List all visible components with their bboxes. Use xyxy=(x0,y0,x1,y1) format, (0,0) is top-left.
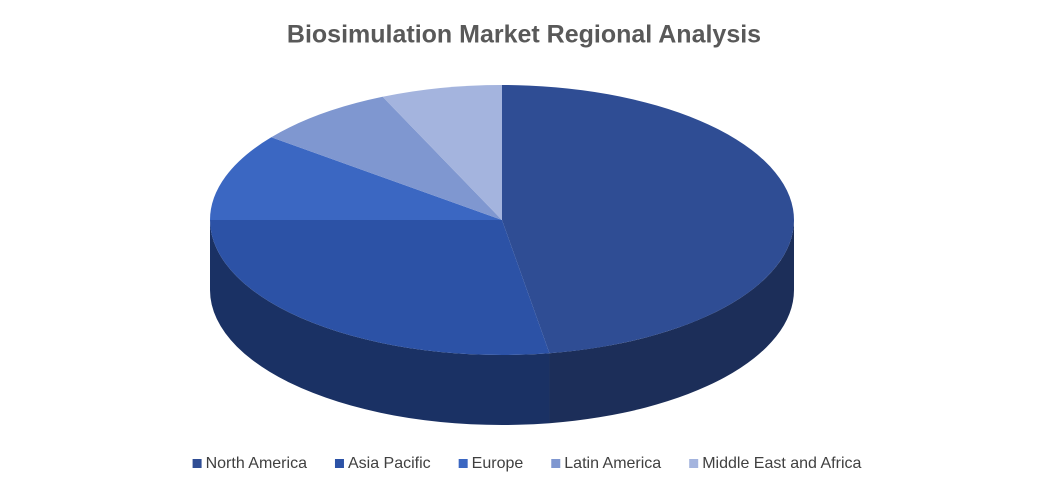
slice xyxy=(502,85,794,354)
legend-swatch xyxy=(689,459,699,468)
legend-label: North America xyxy=(206,455,307,472)
slice xyxy=(210,137,502,220)
slice xyxy=(210,220,550,355)
slice-side xyxy=(210,220,550,426)
legend-swatch xyxy=(551,459,561,468)
legend-swatch xyxy=(334,459,344,468)
legend-label: Asia Pacific xyxy=(348,455,431,472)
legend-label: Europe xyxy=(472,455,524,472)
slice xyxy=(271,96,502,220)
legend-swatch xyxy=(458,459,468,468)
legend: North America Asia Pacific Europe Latin Ame… xyxy=(192,455,862,472)
slice-side xyxy=(549,220,794,424)
legend-label: Middle East and Africa xyxy=(702,455,861,472)
slice xyxy=(382,85,502,220)
legend-label: Latin America xyxy=(564,455,661,472)
legend-swatch xyxy=(192,459,202,468)
chart-title: Biosimulation Market Regional Analysis xyxy=(287,21,761,49)
